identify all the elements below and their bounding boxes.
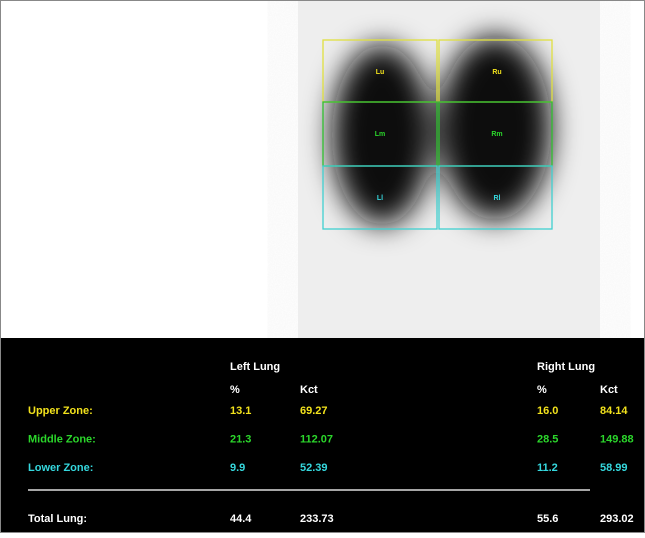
column-header: % — [230, 384, 240, 396]
row-label: Lower Zone: — [28, 462, 93, 474]
group-header: Right Lung — [537, 361, 595, 373]
cell-value: 16.0 — [537, 405, 558, 417]
row-label: Upper Zone: — [28, 405, 93, 417]
cell-value: 69.27 — [300, 405, 328, 417]
roi-label: Rm — [491, 131, 502, 138]
cell-value: 9.9 — [230, 462, 245, 474]
roi-label: Ru — [492, 69, 501, 76]
column-header: Kct — [600, 384, 618, 396]
cell-value: 84.14 — [600, 405, 628, 417]
row-label: Middle Zone: — [28, 433, 96, 445]
cell-value: 21.3 — [230, 433, 251, 445]
column-header: % — [537, 384, 547, 396]
column-header: Kct — [300, 384, 318, 396]
cell-value: 52.39 — [300, 462, 328, 474]
group-header: Left Lung — [230, 361, 280, 373]
cell-value: 28.5 — [537, 433, 558, 445]
screen: Lu Ru Lm Rm Ll Rl Left Lung Right Lung% Kct% Kct U… — [0, 0, 645, 533]
row-label: Total Lung: — [28, 513, 87, 525]
roi-label: Lu — [376, 69, 385, 76]
cell-value: 13.1 — [230, 405, 251, 417]
cell-value: 112.07 — [300, 433, 333, 445]
cell-value: 55.6 — [537, 513, 558, 525]
cell-value: 58.99 — [600, 462, 628, 474]
cell-value: 44.4 — [230, 513, 252, 525]
roi-label: Lm — [375, 131, 386, 138]
roi-label: Rl — [494, 195, 501, 202]
cell-value: 11.2 — [537, 462, 558, 474]
cell-value: 293.02 — [600, 513, 634, 525]
roi-label: Ll — [377, 195, 383, 202]
cell-value: 149.88 — [600, 433, 634, 445]
cell-value: 233.73 — [300, 513, 334, 525]
